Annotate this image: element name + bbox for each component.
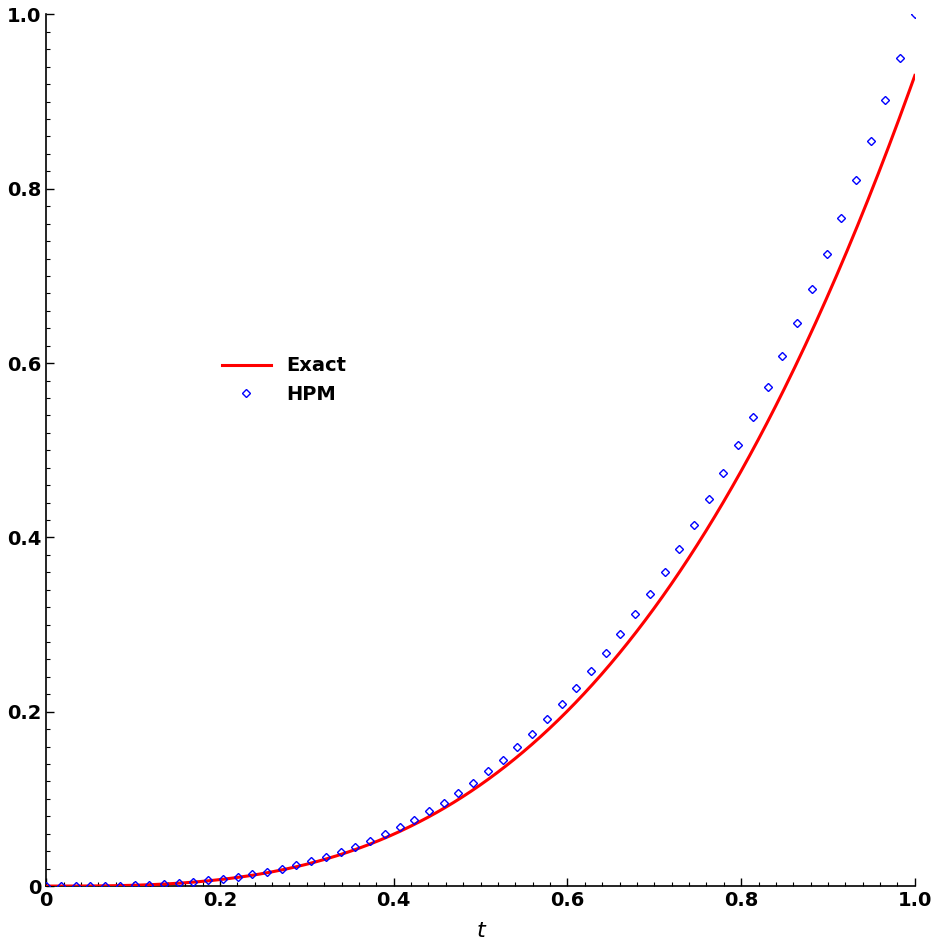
Exact: [511, 752, 522, 763]
Exact: [909, 70, 920, 82]
Line: Exact: Exact: [46, 76, 915, 886]
Exact: [558, 709, 569, 720]
Exact: [458, 791, 470, 802]
Exact: [454, 793, 465, 805]
HPM: [585, 665, 596, 677]
HPM: [40, 881, 52, 892]
Exact: [40, 881, 52, 892]
HPM: [909, 9, 920, 20]
X-axis label: t: t: [476, 921, 485, 941]
HPM: [261, 866, 272, 878]
HPM: [320, 851, 331, 863]
HPM: [188, 876, 199, 887]
HPM: [335, 847, 346, 858]
Legend: Exact, HPM: Exact, HPM: [212, 347, 356, 414]
Line: HPM: HPM: [43, 11, 918, 889]
Exact: [888, 127, 900, 138]
Exact: [752, 434, 763, 446]
HPM: [291, 860, 302, 871]
